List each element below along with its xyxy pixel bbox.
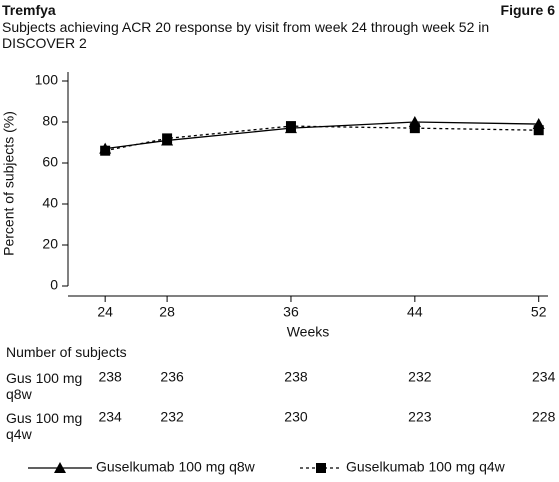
row-label: Gus 100 mg q8w xyxy=(6,370,83,402)
x-tick-label: 24 xyxy=(97,304,113,320)
legend-marker xyxy=(316,463,326,473)
chart-title: Subjects achieving ACR 20 response by vi… xyxy=(2,19,490,51)
figure-label: Figure 6 xyxy=(500,2,555,18)
y-axis-label: Percent of subjects (%) xyxy=(1,111,17,256)
y-tick-label: 0 xyxy=(50,277,58,293)
table-cell: 232 xyxy=(160,409,184,425)
marker xyxy=(162,133,173,144)
brand: Tremfya xyxy=(2,2,56,18)
table-cell: 238 xyxy=(284,369,308,385)
table-cell: 223 xyxy=(408,409,432,425)
y-tick-label: 60 xyxy=(42,154,58,170)
table-cell: 232 xyxy=(408,369,432,385)
row-label: Gus 100 mg q4w xyxy=(6,410,83,442)
legend-label: Guselkumab 100 mg q8w xyxy=(96,459,256,475)
marker xyxy=(533,125,544,136)
table-cell: 228 xyxy=(532,409,556,425)
marker xyxy=(285,121,296,132)
x-tick-label: 52 xyxy=(531,304,547,320)
x-tick-label: 44 xyxy=(407,304,423,320)
y-tick-label: 40 xyxy=(42,195,58,211)
y-tick-label: 80 xyxy=(42,113,58,129)
x-tick-label: 36 xyxy=(283,304,299,320)
table-cell: 236 xyxy=(160,369,184,385)
x-axis-label: Weeks xyxy=(287,324,330,340)
x-tick-label: 28 xyxy=(159,304,175,320)
y-tick-label: 100 xyxy=(35,72,59,88)
marker xyxy=(409,123,420,134)
marker xyxy=(100,145,111,156)
table-cell: 234 xyxy=(532,369,556,385)
table-cell: 234 xyxy=(98,409,122,425)
legend-label: Guselkumab 100 mg q4w xyxy=(346,459,506,475)
table-cell: 230 xyxy=(284,409,308,425)
table-cell: 238 xyxy=(98,369,122,385)
legend-marker xyxy=(54,462,66,473)
y-tick-label: 20 xyxy=(42,236,58,252)
table-title: Number of subjects xyxy=(6,344,127,360)
